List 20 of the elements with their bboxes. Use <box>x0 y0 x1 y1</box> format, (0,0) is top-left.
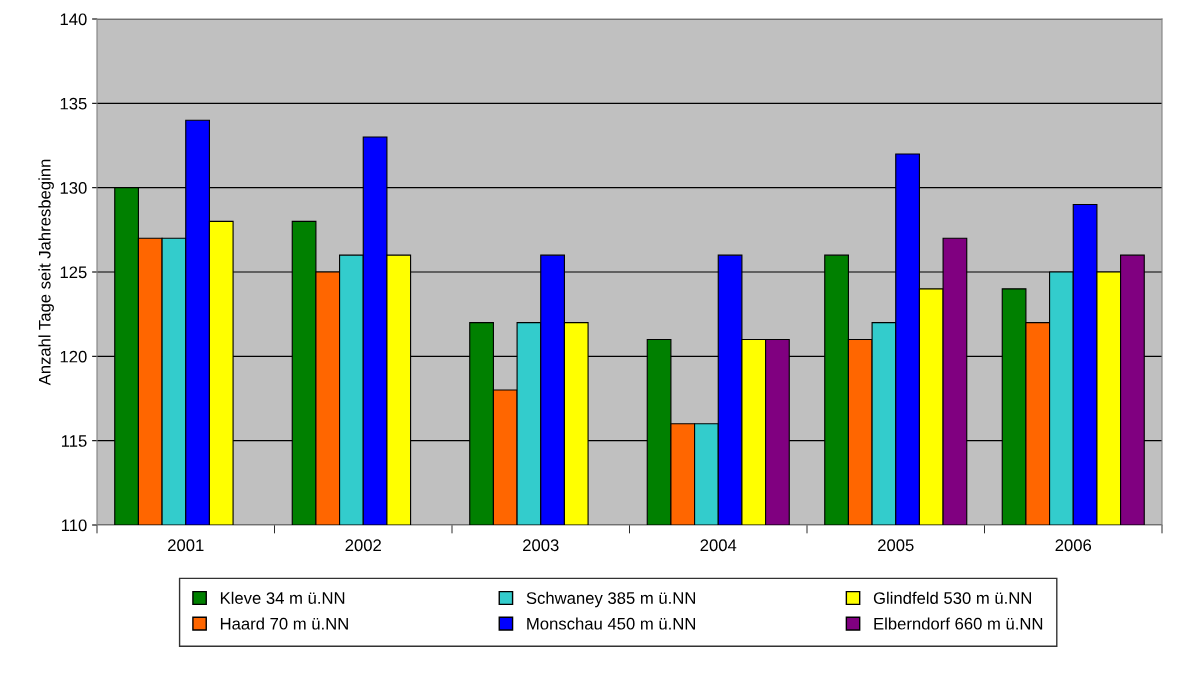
legend-label: Elberndorf 660 m ü.NN <box>874 617 1043 630</box>
y-tick-label: 135 <box>60 97 87 110</box>
legend-label: Kleve 34 m ü.NN <box>220 591 345 604</box>
legend-label: Monschau 450 m ü.NN <box>527 617 696 630</box>
x-tick-label: 2005 <box>878 539 914 552</box>
y-axis-title: Anzahl Tage seit Jahresbeginn <box>38 159 54 386</box>
legend-label: Haard 70 m ü.NN <box>220 617 348 630</box>
legend-label: Schwaney 385 m ü.NN <box>526 591 696 608</box>
x-tick-label: 2003 <box>523 539 559 552</box>
y-tick-label: 110 <box>61 519 87 532</box>
y-tick-label: 120 <box>60 350 87 363</box>
y-tick-label: 140 <box>60 13 87 26</box>
x-tick-label: 2002 <box>345 539 381 552</box>
legend-label: Glindfeld 530 m ü.NN <box>873 591 1031 604</box>
y-tick-label: 125 <box>60 266 87 279</box>
y-tick-label: 130 <box>60 182 87 194</box>
y-tick-label: 115 <box>61 435 87 447</box>
x-tick-label: 2004 <box>700 539 737 552</box>
x-tick-label: 2006 <box>1055 539 1092 552</box>
x-tick-label: 2001 <box>168 539 204 552</box>
